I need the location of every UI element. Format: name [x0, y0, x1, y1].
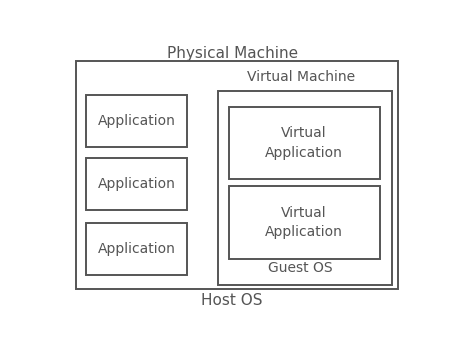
Bar [218, 91, 392, 285]
Text: Application: Application [97, 114, 175, 128]
Bar [229, 107, 380, 180]
Bar [87, 94, 187, 147]
Text: Virtual Machine: Virtual Machine [246, 70, 355, 84]
Bar [229, 186, 380, 259]
Text: Virtual
Application: Virtual Application [265, 206, 343, 239]
Bar [87, 223, 187, 275]
Text: Virtual
Application: Virtual Application [265, 126, 343, 160]
Text: Application: Application [97, 242, 175, 256]
Text: Guest OS: Guest OS [268, 261, 333, 275]
Text: Physical Machine: Physical Machine [167, 46, 298, 61]
Text: Host OS: Host OS [202, 293, 263, 308]
Bar [87, 158, 187, 210]
Text: Application: Application [97, 177, 175, 191]
Bar [76, 61, 398, 289]
